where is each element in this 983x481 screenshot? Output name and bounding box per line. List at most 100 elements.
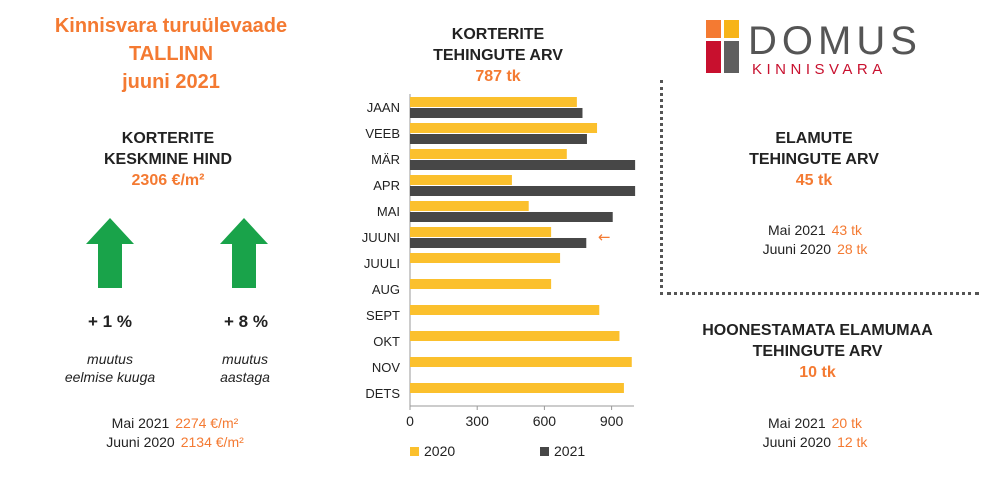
land-title-line2: TEHINGUTE ARV: [752, 343, 883, 360]
category-label: JAAN: [367, 100, 400, 115]
legend-swatch-2021: [540, 447, 549, 456]
category-label: MAI: [377, 204, 400, 219]
land-comparison: Mai 2021 20 tk Juuni 2020 12 tk: [700, 414, 930, 452]
bar-2021: [410, 186, 636, 196]
chart-title: KORTERITE TEHINGUTE ARV 787 tk: [408, 24, 588, 87]
houses-block: ELAMUTE TEHINGUTE ARV 45 tk: [694, 128, 934, 191]
average-price-block: KORTERITE KESKMINE HIND 2306 €/m²: [58, 128, 278, 191]
average-price-title-line1: KORTERITE: [121, 130, 215, 147]
month-change-label: muutus eelmise kuuga: [40, 350, 180, 386]
year-change-label: muutus aastaga: [190, 350, 300, 386]
bar-2020: [410, 279, 552, 289]
logo-square-grey: [724, 41, 739, 73]
bar-2021: [410, 212, 613, 222]
legend-label: 2021: [554, 443, 585, 459]
land-comparison-row: Mai 2021 20 tk: [700, 414, 930, 433]
bar-2020: [410, 149, 567, 159]
arrow-year-shape: [220, 218, 268, 288]
bar-2020: [410, 305, 600, 315]
month-change-label-line1: muutus: [87, 351, 133, 367]
land-value: 10 tk: [799, 364, 836, 381]
report-title: Kinnisvara turuülevaade TALLINN juuni 20…: [0, 12, 342, 96]
bar-2021: [410, 238, 587, 248]
comparison-value: 12 tk: [837, 434, 868, 450]
report-title-line1: Kinnisvara turuülevaade: [54, 15, 288, 37]
month-change-label-line2: eelmise kuuga: [64, 369, 156, 385]
year-change-label-line2: aastaga: [220, 369, 270, 385]
category-label: DETS: [365, 386, 400, 401]
bar-2020: [410, 357, 632, 367]
legend-swatch-2020: [410, 447, 419, 456]
category-label: JUULI: [364, 256, 400, 271]
land-comparison-row: Juuni 2020 12 tk: [700, 433, 930, 452]
comparison-value: 2274 €/m²: [175, 415, 239, 431]
land-block: HOONESTAMATA ELAMUMAA TEHINGUTE ARV 10 t…: [680, 320, 955, 383]
logo-subtitle: KINNISVARA: [752, 61, 887, 78]
x-tick-label: 900: [600, 413, 624, 429]
land-title-line1: HOONESTAMATA ELAMUMAA: [702, 322, 933, 339]
logo-word: DOMUS: [748, 19, 922, 63]
comparison-label: Mai 2021: [768, 222, 826, 238]
price-comparison-row: Mai 2021 2274 €/m²: [55, 414, 295, 433]
comparison-value: 28 tk: [837, 241, 868, 257]
comparison-label: Juuni 2020: [762, 241, 832, 257]
year-change-value: + 8 %: [224, 312, 268, 331]
houses-comparison: Mai 2021 43 tk Juuni 2020 28 tk: [700, 221, 930, 259]
x-tick-label: 0: [406, 413, 414, 429]
category-label: MÄR: [371, 152, 400, 167]
chart-title-line1: KORTERITE: [451, 26, 545, 43]
bar-2020: [410, 175, 512, 185]
report-title-period: juuni 2021: [122, 71, 220, 93]
houses-value: 45 tk: [795, 172, 833, 189]
arrow-month-shape: [86, 218, 134, 288]
houses-title-line2: TEHINGUTE ARV: [749, 151, 879, 168]
price-comparison-row: Juuni 2020 2134 €/m²: [55, 433, 295, 452]
horizontal-divider: [667, 292, 979, 295]
comparison-label: Juuni 2020: [106, 434, 175, 450]
category-label: AUG: [372, 282, 400, 297]
bar-2020: [410, 331, 620, 341]
apartment-transactions-chart: 0 300 600 900 JAAN VEEB MÄR APR MAI JUUNI JUULI AUG…: [362, 94, 636, 459]
year-change-label-line1: muutus: [222, 351, 268, 367]
bar-2020: [410, 97, 577, 107]
logo-square-red: [706, 41, 721, 73]
category-label: APR: [373, 178, 400, 193]
chart-title-line2: TEHINGUTE ARV: [433, 47, 563, 64]
bar-2021: [410, 134, 587, 144]
legend-label: 2020: [424, 443, 455, 459]
average-price-title-line2: KESKMINE HIND: [103, 151, 232, 168]
category-label: JUUNI: [362, 230, 400, 245]
arrow-up-icon: [220, 218, 268, 288]
price-comparison: Mai 2021 2274 €/m² Juuni 2020 2134 €/m²: [55, 414, 295, 452]
arrow-up-icon: [86, 218, 134, 288]
logo-square-orange: [706, 20, 721, 38]
comparison-label: Mai 2021: [111, 415, 170, 431]
chart-title-value: 787 tk: [475, 68, 521, 85]
report-title-city: TALLINN: [128, 43, 214, 65]
x-tick-label: 600: [533, 413, 557, 429]
annotation-arrow: ←: [598, 228, 611, 246]
month-change-value: + 1 %: [88, 312, 132, 331]
domus-logo: DOMUS KINNISVARA: [694, 12, 974, 80]
bar-2020: [410, 383, 624, 393]
bar-2020: [410, 253, 561, 263]
houses-title-line1: ELAMUTE: [775, 130, 853, 147]
x-tick-label: 300: [466, 413, 490, 429]
average-price-value: 2306 €/m²: [131, 172, 205, 189]
category-label: SEPT: [366, 308, 400, 323]
vertical-divider: [660, 80, 663, 295]
comparison-value: 20 tk: [831, 415, 862, 431]
category-label: OKT: [373, 334, 400, 349]
houses-comparison-row: Mai 2021 43 tk: [700, 221, 930, 240]
bar-2020: [410, 201, 529, 211]
houses-comparison-row: Juuni 2020 28 tk: [700, 240, 930, 259]
category-label: VEEB: [365, 126, 400, 141]
comparison-value: 43 tk: [831, 222, 862, 238]
comparison-value: 2134 €/m²: [180, 434, 244, 450]
logo-square-yellow: [724, 20, 739, 38]
bar-2021: [410, 160, 636, 170]
bar-2020: [410, 123, 598, 133]
category-label: NOV: [372, 360, 401, 375]
bar-2020: [410, 227, 552, 237]
comparison-label: Juuni 2020: [762, 434, 832, 450]
